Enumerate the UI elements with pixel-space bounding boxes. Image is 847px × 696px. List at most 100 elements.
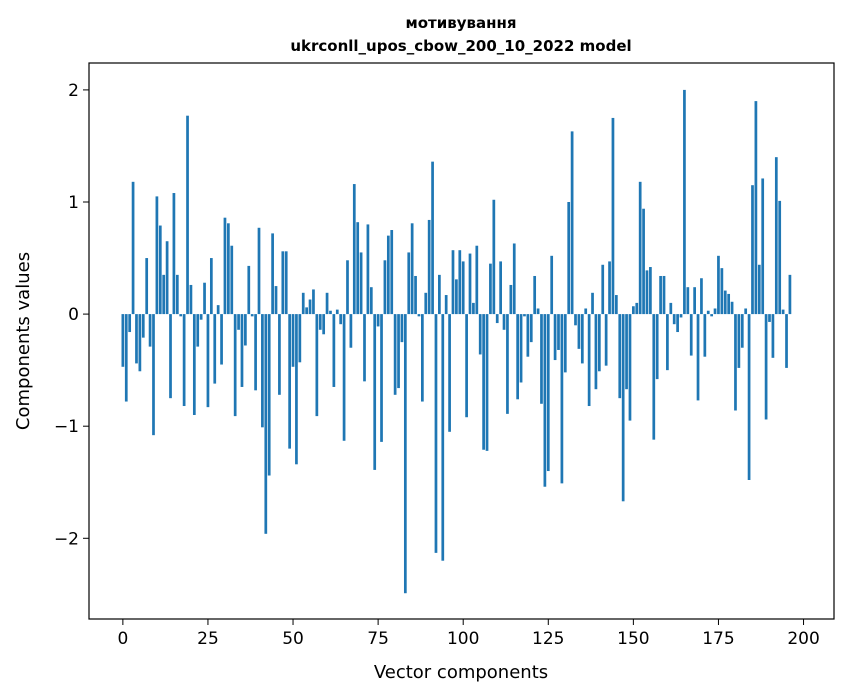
bar — [489, 263, 492, 315]
bar — [475, 245, 479, 315]
bar — [618, 314, 622, 399]
bar — [312, 289, 315, 315]
bar — [642, 208, 645, 315]
bar — [543, 314, 547, 487]
bar — [720, 268, 724, 315]
bar — [203, 282, 206, 315]
bar — [761, 178, 765, 315]
bar — [339, 314, 343, 325]
bar — [700, 278, 703, 315]
bar — [706, 310, 710, 315]
bar — [165, 241, 169, 315]
bar — [560, 314, 564, 484]
bar — [771, 314, 775, 358]
bar — [284, 251, 288, 315]
bar — [506, 314, 509, 414]
plot-frame — [88, 62, 835, 620]
bar — [482, 314, 485, 450]
bar — [414, 275, 417, 315]
bar — [730, 301, 734, 315]
bar — [495, 314, 499, 324]
bar — [124, 314, 128, 402]
bar — [434, 314, 438, 553]
bar — [567, 202, 571, 315]
bar — [189, 284, 193, 315]
bar — [155, 196, 159, 315]
bar — [451, 250, 455, 315]
bar — [152, 314, 155, 436]
bar — [213, 314, 217, 384]
bar — [546, 314, 550, 472]
bar — [502, 314, 506, 330]
bar — [628, 314, 632, 421]
bar — [366, 224, 370, 315]
bar — [611, 117, 615, 315]
bar — [686, 287, 690, 315]
bar — [672, 314, 676, 325]
bar — [274, 286, 278, 315]
bar — [723, 290, 727, 315]
bar — [788, 274, 792, 315]
bar — [519, 314, 523, 383]
x-tick-label: 25 — [197, 629, 219, 649]
x-tick-label: 75 — [367, 629, 389, 649]
bar — [448, 314, 451, 432]
bar — [563, 314, 567, 373]
bar — [158, 225, 162, 315]
bar — [209, 258, 213, 315]
x-tick-label: 150 — [617, 629, 649, 649]
bar — [574, 314, 577, 326]
y-axis-ticks: −2 −1 0 1 2 — [54, 81, 89, 549]
bar — [774, 157, 778, 315]
bar — [645, 270, 649, 315]
bar — [472, 302, 475, 315]
bar — [376, 314, 380, 327]
bar — [267, 314, 271, 476]
x-axis-ticks: 0 25 50 75 100 125 150 175 200 — [117, 619, 820, 649]
bar — [635, 302, 639, 315]
bar — [557, 314, 560, 350]
bar — [216, 305, 220, 315]
bar — [458, 250, 462, 315]
bar — [717, 255, 720, 315]
bar — [553, 314, 557, 361]
bar — [363, 314, 366, 382]
bar — [614, 295, 618, 315]
bar — [390, 230, 394, 315]
bar — [570, 131, 574, 315]
x-tick-label: 175 — [702, 629, 734, 649]
bar — [141, 314, 145, 338]
bar — [740, 314, 744, 348]
chart-title: мотивування — [405, 14, 516, 32]
bar — [781, 309, 785, 315]
bar — [288, 314, 291, 449]
bar — [737, 314, 741, 368]
bar — [206, 314, 210, 408]
y-axis-label: Components values — [13, 252, 34, 430]
bar — [754, 101, 758, 315]
bar — [785, 314, 788, 368]
bar — [679, 314, 683, 318]
bar — [431, 161, 434, 315]
bar — [138, 314, 142, 372]
bar — [764, 314, 768, 420]
bar — [383, 260, 387, 315]
bar — [332, 314, 336, 387]
bar — [240, 314, 244, 387]
bar — [305, 307, 308, 315]
bar — [744, 308, 748, 315]
bar — [666, 314, 669, 371]
bar — [604, 314, 608, 366]
bar — [199, 314, 203, 320]
bar — [335, 309, 339, 315]
bar — [131, 181, 135, 315]
bar — [778, 200, 782, 315]
bar — [233, 314, 237, 417]
bar — [230, 245, 234, 315]
bar — [438, 274, 441, 315]
bar — [254, 314, 257, 391]
bar — [315, 314, 319, 417]
bar — [540, 314, 543, 404]
bar — [397, 314, 400, 389]
bar — [768, 314, 771, 322]
